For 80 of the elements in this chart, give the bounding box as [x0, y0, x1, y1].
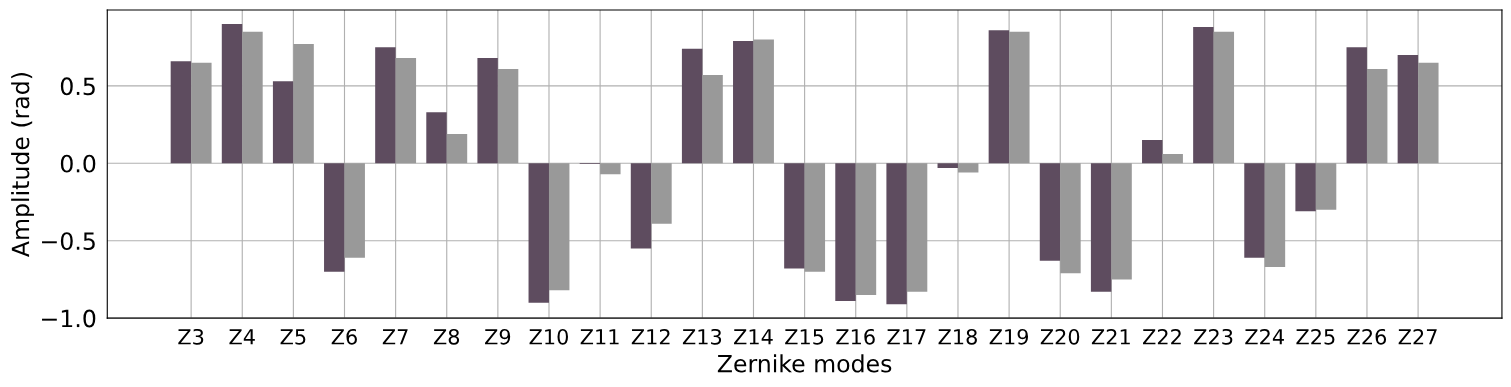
bar	[324, 163, 345, 272]
bar	[988, 30, 1010, 164]
x-tick-label: Z16	[836, 328, 875, 345]
x-tick-label: Z15	[785, 329, 824, 345]
bar	[1060, 163, 1081, 274]
bar	[272, 81, 294, 164]
bar	[886, 163, 907, 305]
bar	[344, 163, 365, 258]
bar	[937, 163, 958, 168]
x-tick-label: Z23	[1194, 328, 1233, 345]
bar	[1264, 163, 1286, 268]
bar	[170, 61, 192, 164]
x-axis-title: Zernike modes	[717, 354, 892, 373]
bar	[395, 58, 417, 164]
bar	[784, 163, 805, 269]
x-tick-label: Z9	[485, 328, 511, 345]
x-tick-label: Z17	[887, 329, 926, 345]
x-tick-label: Z5	[280, 329, 306, 345]
bar	[1366, 68, 1388, 164]
bar	[600, 163, 621, 175]
x-tick-label: Z21	[1091, 328, 1130, 345]
bar	[528, 163, 549, 303]
x-tick-label: Z4	[229, 329, 255, 345]
bar	[1142, 140, 1163, 164]
bar	[477, 58, 498, 164]
bar	[957, 163, 979, 173]
x-tick-label: Z6	[331, 328, 357, 345]
bar	[426, 112, 447, 164]
y-tick-label: 0.0	[60, 154, 96, 173]
bar	[835, 163, 856, 302]
x-tick-label: Z19	[989, 328, 1029, 345]
x-tick-label: Z11	[580, 329, 619, 345]
x-tick-label: Z27	[1398, 328, 1437, 345]
bar	[1315, 163, 1337, 210]
bar	[1213, 31, 1235, 164]
bar	[1295, 163, 1316, 212]
bar	[497, 68, 519, 164]
bar	[630, 163, 652, 249]
bar	[1162, 154, 1183, 164]
bar	[733, 41, 754, 164]
x-tick-label: Z8	[433, 328, 460, 345]
x-tick-label: Z13	[682, 328, 722, 345]
bar	[906, 163, 928, 292]
bar	[1039, 163, 1061, 261]
bar	[1193, 27, 1214, 164]
x-tick-label: Z14	[734, 329, 773, 345]
bar	[221, 23, 243, 164]
x-tick-label: Z22	[1143, 328, 1181, 345]
bar	[1418, 62, 1439, 164]
x-tick-label: Z26	[1347, 328, 1387, 345]
x-tick-label: Z10	[529, 328, 568, 345]
bar	[548, 163, 570, 291]
bar	[1397, 54, 1419, 164]
x-tick-label: Z24	[1245, 328, 1284, 345]
bar	[702, 75, 723, 164]
x-tick-label: Z20	[1040, 328, 1080, 345]
bar	[293, 44, 314, 164]
x-tick-label: Z7	[382, 329, 408, 345]
x-tick-label: Z18	[938, 328, 977, 345]
bar	[191, 62, 212, 164]
bar	[681, 48, 703, 164]
bar	[753, 39, 774, 164]
bar	[804, 163, 826, 272]
bar	[375, 47, 396, 164]
x-tick-label: Z12	[631, 328, 670, 345]
bar	[1009, 31, 1030, 164]
y-axis-title: Amplitude (rad)	[11, 73, 34, 257]
bar	[651, 163, 672, 224]
y-tick-label: 0.5	[60, 77, 95, 96]
x-tick-label: Z3	[178, 328, 204, 345]
bar	[242, 31, 263, 164]
x-tick-label: Z25	[1296, 328, 1335, 345]
bar	[1111, 163, 1132, 280]
y-tick-label: −0.5	[42, 232, 95, 251]
bar	[446, 133, 468, 164]
bar	[1090, 163, 1112, 292]
bar	[1346, 47, 1367, 164]
bar	[1244, 163, 1265, 258]
bar	[855, 163, 877, 295]
y-tick-label: −1.0	[42, 309, 96, 328]
